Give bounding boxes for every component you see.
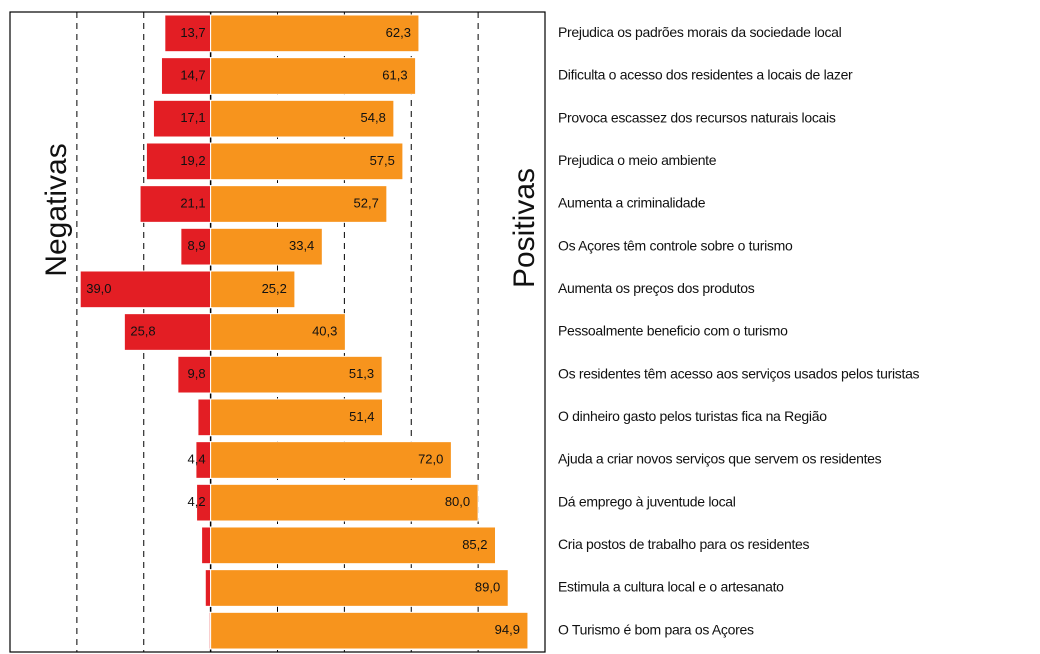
category-label: Aumenta a criminalidade xyxy=(558,195,706,211)
category-label: Pessoalmente beneficio com o turismo xyxy=(558,323,788,339)
bar xyxy=(197,398,212,437)
bar xyxy=(210,57,417,95)
bar xyxy=(160,57,212,95)
bar xyxy=(204,569,212,607)
value-label: 40,3 xyxy=(312,323,337,338)
category-label: O Turismo é bom para os Açores xyxy=(558,621,754,637)
category-label: Aumenta os preços dos produtos xyxy=(558,280,755,296)
value-label: 8,9 xyxy=(188,238,206,253)
category-label: Dificulta o acesso dos residentes a loca… xyxy=(558,67,853,83)
bar xyxy=(210,227,323,266)
value-label: 80,0 xyxy=(445,494,470,509)
value-label: 13,7 xyxy=(180,25,205,40)
series-name: Negativas xyxy=(40,143,73,276)
value-label: 72,0 xyxy=(418,451,443,466)
value-label: 89,0 xyxy=(475,579,500,594)
bar xyxy=(164,14,212,53)
category-label: Ajuda a criar novos serviços que servem … xyxy=(558,451,882,467)
value-label: 19,2 xyxy=(180,153,205,168)
value-label: 33,4 xyxy=(289,238,314,253)
bar xyxy=(210,142,404,181)
category-label: Prejudica os padrões morais da sociedade… xyxy=(558,24,842,40)
bar xyxy=(210,441,452,479)
value-label: 85,2 xyxy=(462,537,487,552)
value-label: 62,3 xyxy=(386,25,411,40)
value-label: 94,9 xyxy=(495,622,520,637)
bar xyxy=(145,142,212,181)
value-label: 4,2 xyxy=(188,494,206,509)
value-label: 14,7 xyxy=(180,67,205,82)
value-label: 39,0 xyxy=(86,281,111,296)
bar xyxy=(152,99,212,138)
bar xyxy=(210,611,529,650)
category-label: Cria postos de trabalho para os resident… xyxy=(558,536,810,552)
bar xyxy=(210,526,497,565)
value-label: 54,8 xyxy=(361,110,386,125)
category-label: Os residentes têm acesso aos serviços us… xyxy=(558,365,920,381)
bar xyxy=(210,398,383,437)
bar xyxy=(210,270,296,309)
series-name: Positivas xyxy=(508,168,541,288)
category-label: Estimula a cultura local e o artesanato xyxy=(558,579,784,595)
value-label: 25,8 xyxy=(130,323,155,338)
value-label: 17,1 xyxy=(180,110,205,125)
value-label: 52,7 xyxy=(354,195,379,210)
bar xyxy=(201,526,212,565)
bar xyxy=(210,483,479,522)
bar xyxy=(210,569,509,607)
value-label: 51,3 xyxy=(349,366,374,381)
bar xyxy=(210,185,388,223)
value-label: 61,3 xyxy=(382,67,407,82)
category-label: Prejudica o meio ambiente xyxy=(558,152,717,168)
bar xyxy=(79,270,212,309)
value-label: 21,1 xyxy=(180,195,205,210)
bar xyxy=(180,227,212,266)
category-label: Dá emprego à juventude local xyxy=(558,493,736,509)
category-label: O dinheiro gasto pelos turistas fica na … xyxy=(558,408,827,424)
bar xyxy=(139,185,212,223)
bar xyxy=(123,313,212,351)
category-label: Provoca escassez dos recursos naturais l… xyxy=(558,109,836,125)
bar xyxy=(210,99,395,138)
category-label: Os Açores têm controle sobre o turismo xyxy=(558,237,793,253)
value-label: 51,4 xyxy=(349,409,374,424)
bar xyxy=(210,313,346,351)
bar xyxy=(210,14,420,53)
value-label: 9,8 xyxy=(188,366,206,381)
value-label: 57,5 xyxy=(370,153,395,168)
bar xyxy=(210,355,383,394)
value-label: 4,4 xyxy=(188,451,206,466)
value-label: 25,2 xyxy=(262,281,287,296)
